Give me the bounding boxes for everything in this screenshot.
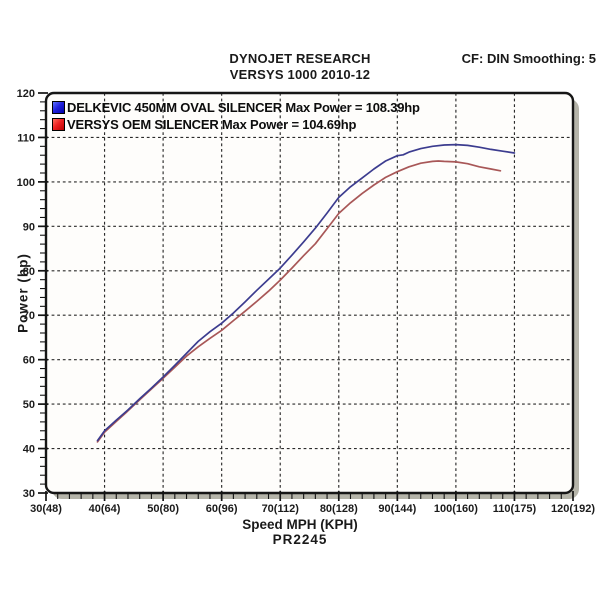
chart-legend: DELKEVIC 450MM OVAL SILENCER Max Power =…: [52, 99, 420, 133]
report-title: DYNOJET RESEARCH: [229, 51, 371, 66]
legend-swatch-oem-icon: [52, 117, 65, 131]
legend-label-delkevic: DELKEVIC 450MM OVAL SILENCER Max Power =…: [67, 99, 420, 115]
x-tick-label: 30(48): [30, 503, 62, 515]
chart-footnote: PR2245: [272, 532, 328, 547]
x-tick-label: 40(64): [89, 503, 121, 515]
y-tick-label: 100: [17, 177, 35, 189]
power-curve-oem: [96, 160, 502, 443]
plot-background: [46, 93, 573, 493]
correction-smoothing-info: CF: DIN Smoothing: 5: [461, 51, 596, 66]
y-tick-label: 90: [23, 221, 35, 233]
legend-item-oem: VERSYS OEM SILENCER Max Power = 104.69hp: [52, 116, 420, 132]
x-axis-title: Speed MPH (KPH): [242, 517, 358, 532]
power-curve-delkevic: [96, 143, 516, 442]
legend-swatch-delkevic-icon: [52, 100, 65, 114]
y-axis-title: Power (hp): [15, 253, 31, 333]
x-tick-label: 120(192): [551, 503, 595, 515]
x-tick-label: 90(144): [378, 503, 416, 515]
y-tick-label: 120: [17, 88, 35, 100]
y-tick-label: 80: [23, 266, 35, 278]
y-tick-label: 60: [23, 355, 35, 367]
plot-frame: [44, 91, 575, 495]
x-tick-label: 80(128): [320, 503, 358, 515]
y-tick-label: 70: [23, 310, 35, 322]
y-tick-label: 110: [17, 132, 35, 144]
x-tick-label: 100(160): [434, 503, 478, 515]
x-tick-label: 110(175): [493, 503, 537, 515]
y-tick-label: 40: [23, 444, 35, 456]
y-tick-label: 50: [23, 399, 35, 411]
report-subtitle: VERSYS 1000 2010-12: [229, 67, 371, 82]
x-tick-label: 50(80): [147, 503, 179, 515]
x-tick-label: 70(112): [262, 503, 300, 515]
y-tick-label: 30: [23, 488, 35, 500]
legend-item-delkevic: DELKEVIC 450MM OVAL SILENCER Max Power =…: [52, 99, 420, 115]
legend-label-oem: VERSYS OEM SILENCER Max Power = 104.69hp: [67, 116, 357, 132]
x-tick-label: 60(96): [206, 503, 238, 515]
